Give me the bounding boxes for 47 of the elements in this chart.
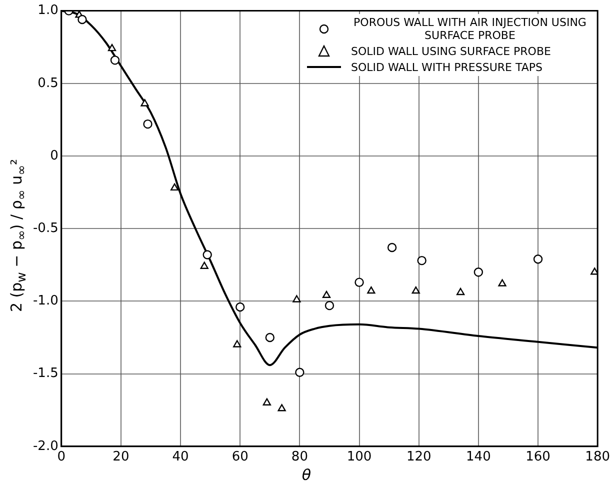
y-tick-label: 0 <box>50 148 58 164</box>
x-tick-label: 40 <box>172 450 189 465</box>
x-tick-label: 80 <box>291 450 308 465</box>
legend-label: SOLID WALL WITH PRESSURE TAPS <box>351 60 542 74</box>
point <box>262 398 271 406</box>
y-tick-label: -2.0 <box>32 438 58 454</box>
x-tick-label: 140 <box>466 450 491 465</box>
point <box>200 262 208 269</box>
x-tick-label: 180 <box>585 450 610 465</box>
x-axis-title: θ <box>300 466 312 484</box>
legend-label: SOLID WALL USING SURFACE PROBE <box>351 44 551 58</box>
y-tick-label: -0.5 <box>32 220 58 236</box>
x-tick-label: 160 <box>526 450 550 465</box>
point <box>295 368 304 377</box>
point <box>474 268 484 277</box>
x-tick-label: 120 <box>406 450 432 465</box>
point <box>533 254 543 264</box>
x-tick-label: 20 <box>112 450 130 465</box>
point <box>456 288 465 296</box>
point <box>367 286 376 294</box>
point <box>202 250 212 260</box>
point <box>143 119 152 129</box>
point <box>278 404 286 412</box>
point <box>322 290 331 298</box>
point <box>265 332 274 342</box>
point <box>170 183 179 191</box>
point <box>233 340 242 348</box>
point <box>78 14 87 24</box>
point <box>412 286 420 294</box>
y-tick-label: 1.0 <box>38 3 58 18</box>
point <box>324 300 334 310</box>
point <box>292 295 301 302</box>
x-tick-label: 60 <box>232 450 248 465</box>
y-tick-label: -1.0 <box>32 294 58 309</box>
y-tick-label: 0.5 <box>38 76 58 91</box>
point <box>140 99 149 106</box>
y-tick-label: -1.5 <box>32 366 58 382</box>
point <box>354 278 364 287</box>
point <box>110 56 120 65</box>
point <box>236 302 245 312</box>
point <box>498 279 506 286</box>
point <box>387 242 397 252</box>
point <box>590 268 598 275</box>
point <box>108 44 116 52</box>
point <box>417 256 426 266</box>
x-tick-label: 100 <box>346 450 372 465</box>
legend-label: POROUS WALL WITH AIR INJECTION USING SURFACE PROBE <box>352 16 588 42</box>
